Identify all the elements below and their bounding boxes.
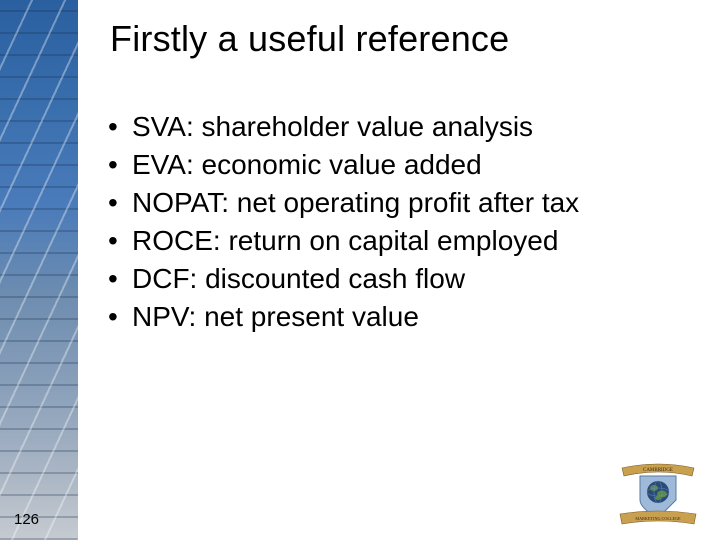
slide-number: 126	[14, 511, 39, 528]
list-item: • NPV: net present value	[108, 300, 680, 334]
bullet-icon: •	[108, 224, 132, 258]
sidebar-building-image	[0, 0, 78, 540]
bullet-list: • SVA: shareholder value analysis • EVA:…	[108, 110, 680, 338]
list-item: • ROCE: return on capital employed	[108, 224, 680, 258]
list-item: • EVA: economic value added	[108, 148, 680, 182]
bullet-icon: •	[108, 262, 132, 296]
bullet-icon: •	[108, 300, 132, 334]
college-logo-icon: CAMBRIDGE MARKETING COLLEGE	[618, 458, 698, 528]
bullet-text: SVA: shareholder value analysis	[132, 110, 533, 144]
bullet-text: EVA: economic value added	[132, 148, 482, 182]
list-item: • DCF: discounted cash flow	[108, 262, 680, 296]
list-item: • NOPAT: net operating profit after tax	[108, 186, 680, 220]
logo-banner-bottom-text: MARKETING COLLEGE	[635, 516, 681, 521]
bullet-text: ROCE: return on capital employed	[132, 224, 558, 258]
bullet-text: DCF: discounted cash flow	[132, 262, 465, 296]
list-item: • SVA: shareholder value analysis	[108, 110, 680, 144]
logo-banner-top-text: CAMBRIDGE	[643, 468, 673, 473]
slide: Firstly a useful reference • SVA: shareh…	[0, 0, 720, 540]
bullet-icon: •	[108, 110, 132, 144]
bullet-icon: •	[108, 148, 132, 182]
bullet-text: NPV: net present value	[132, 300, 419, 334]
slide-title: Firstly a useful reference	[110, 18, 690, 60]
bullet-icon: •	[108, 186, 132, 220]
bullet-text: NOPAT: net operating profit after tax	[132, 186, 579, 220]
